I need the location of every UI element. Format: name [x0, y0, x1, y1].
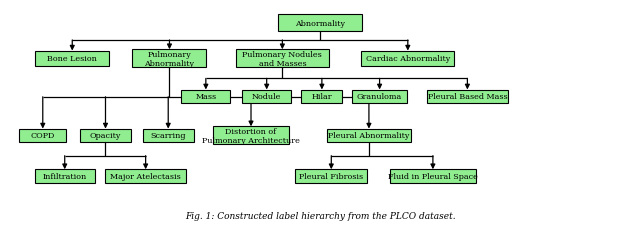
FancyBboxPatch shape [106, 170, 186, 183]
Text: Abnormality: Abnormality [295, 20, 345, 27]
Text: Cardiac Abnormality: Cardiac Abnormality [365, 55, 450, 63]
FancyBboxPatch shape [362, 52, 454, 67]
Text: COPD: COPD [31, 132, 55, 140]
FancyBboxPatch shape [212, 127, 289, 145]
FancyBboxPatch shape [295, 170, 367, 183]
Text: Granuloma: Granuloma [357, 93, 402, 101]
FancyBboxPatch shape [236, 50, 329, 68]
FancyBboxPatch shape [35, 52, 109, 67]
Text: Scarring: Scarring [150, 132, 186, 140]
FancyBboxPatch shape [428, 90, 508, 104]
Text: Major Atelectasis: Major Atelectasis [110, 172, 181, 180]
FancyBboxPatch shape [181, 90, 230, 104]
Text: Fig. 1: Constructed label hierarchy from the PLCO dataset.: Fig. 1: Constructed label hierarchy from… [185, 211, 455, 220]
Text: Pleural Abnormality: Pleural Abnormality [328, 132, 410, 140]
FancyBboxPatch shape [390, 170, 476, 183]
FancyBboxPatch shape [132, 50, 207, 68]
FancyBboxPatch shape [242, 90, 291, 104]
Text: Pulmonary Nodules
and Masses: Pulmonary Nodules and Masses [243, 50, 323, 68]
Text: Pleural Based Mass: Pleural Based Mass [428, 93, 508, 101]
Text: Pleural Fibrosis: Pleural Fibrosis [300, 172, 364, 180]
Text: Hilar: Hilar [312, 93, 332, 101]
FancyBboxPatch shape [143, 129, 194, 142]
Text: Distortion of
Pulmonary Architecture: Distortion of Pulmonary Architecture [202, 127, 300, 144]
FancyBboxPatch shape [19, 129, 67, 142]
FancyBboxPatch shape [326, 129, 412, 142]
Text: Infiltration: Infiltration [43, 172, 87, 180]
Text: Fluid in Pleural Space: Fluid in Pleural Space [388, 172, 478, 180]
FancyBboxPatch shape [352, 90, 407, 104]
FancyBboxPatch shape [301, 90, 342, 104]
FancyBboxPatch shape [35, 170, 95, 183]
Text: Opacity: Opacity [90, 132, 121, 140]
Text: Pulmonary
Abnormality: Pulmonary Abnormality [145, 50, 195, 68]
Text: Bone Lesion: Bone Lesion [47, 55, 97, 63]
Text: Mass: Mass [195, 93, 216, 101]
FancyBboxPatch shape [278, 15, 362, 31]
FancyBboxPatch shape [81, 129, 131, 142]
Text: Nodule: Nodule [252, 93, 282, 101]
